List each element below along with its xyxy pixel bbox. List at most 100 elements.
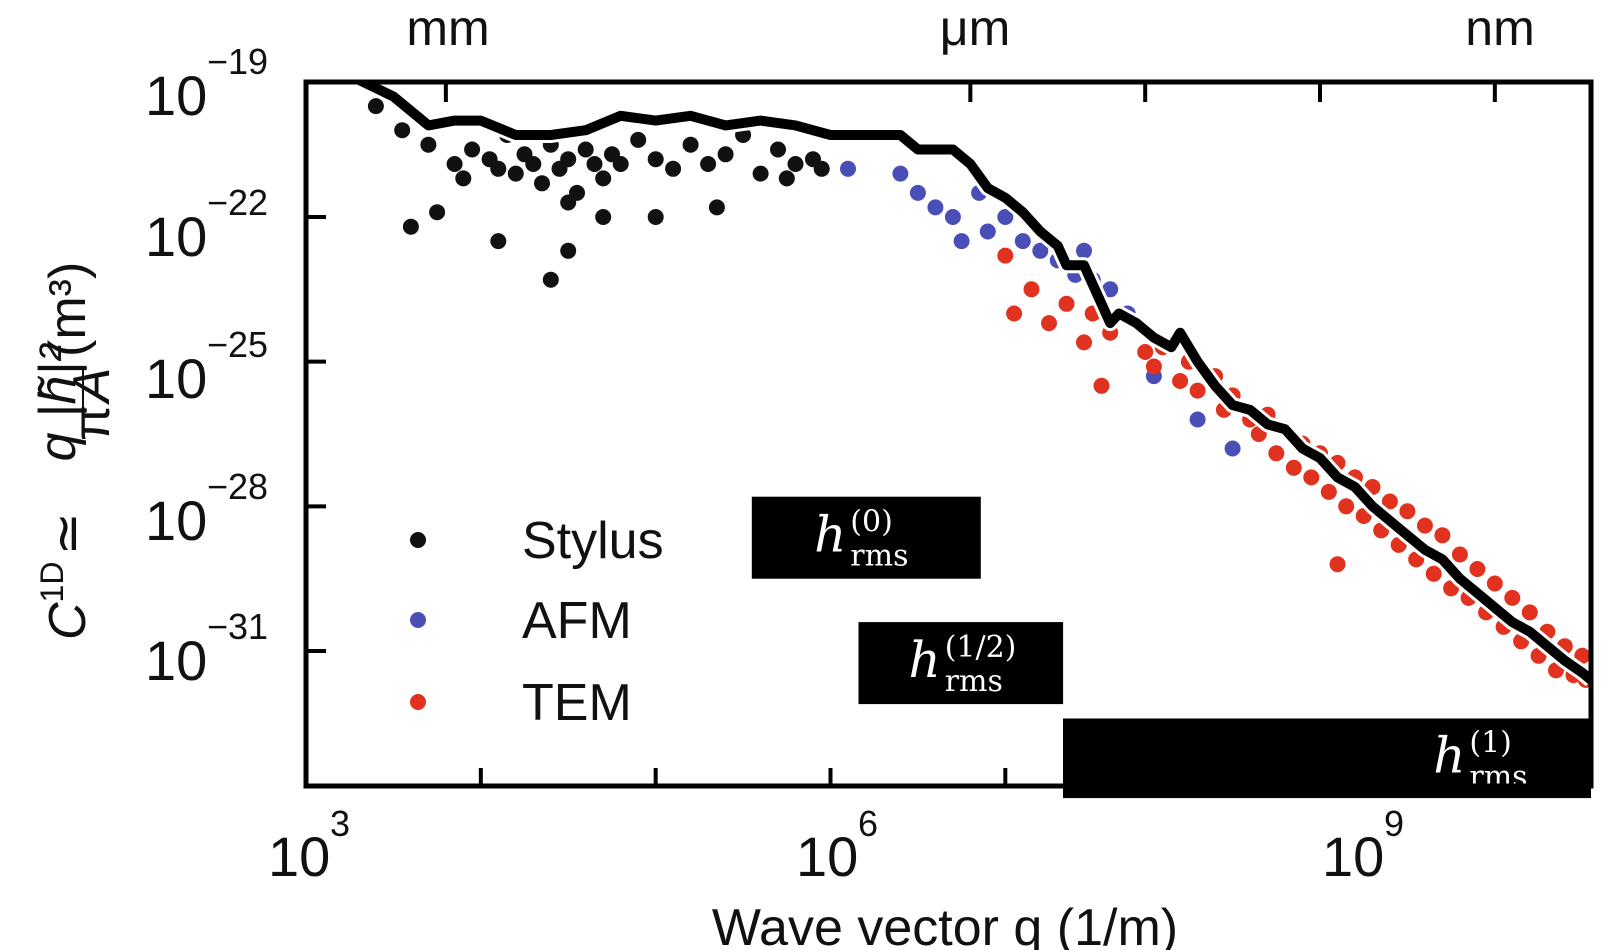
tem-point-7 <box>1093 377 1110 394</box>
band-sup-h1: (1) <box>1469 725 1512 760</box>
svg-text:10: 10 <box>1322 825 1384 888</box>
stylus-point-38 <box>595 209 612 225</box>
legend-label-afm: AFM <box>522 592 632 650</box>
tem-point-30 <box>1338 498 1355 515</box>
stylus-point-39 <box>560 242 577 259</box>
y-axis-title: C1D≃ q |h̃|² π A (m³) <box>29 262 121 640</box>
svg-text:10: 10 <box>796 825 858 888</box>
tem-point-31 <box>1329 556 1346 573</box>
stylus-point-24 <box>665 160 682 177</box>
stylus-point-4 <box>455 170 472 187</box>
afm-point-10 <box>1032 242 1049 259</box>
stylus-point-42 <box>708 199 725 216</box>
stylus-point-5 <box>464 141 481 158</box>
tem-point-40 <box>1416 517 1433 534</box>
stylus-point-3 <box>446 156 463 172</box>
svg-text:−22: −22 <box>207 182 268 223</box>
legend-label-stylus: Stylus <box>522 512 664 570</box>
svg-text:10: 10 <box>145 64 207 127</box>
legend: Stylus AFM TEM <box>410 512 664 732</box>
svg-text:9: 9 <box>1384 803 1404 844</box>
stylus-point-35 <box>429 204 446 221</box>
svg-text:q |h̃|²: q |h̃|² <box>29 343 87 461</box>
x-tick-label-0: 10 3 <box>268 803 350 888</box>
stylus-point-19 <box>595 170 612 187</box>
afm-point-15 <box>1102 281 1119 298</box>
band-h12 <box>858 622 1064 705</box>
tem-point-22 <box>1268 445 1285 462</box>
x-tick-label-2: 10 9 <box>1322 803 1404 888</box>
tem-point-0 <box>997 247 1014 264</box>
tem-point-5 <box>1076 334 1092 351</box>
stylus-point-23 <box>647 151 664 168</box>
stylus-point-30 <box>770 141 786 158</box>
tem-point-52 <box>1521 604 1538 621</box>
stylus-point-34 <box>402 218 419 235</box>
x-tick-label-1: 10 6 <box>796 803 878 888</box>
stylus-point-41 <box>647 209 664 225</box>
y-tick-label-2: 10 −25 <box>145 324 268 410</box>
tem-point-46 <box>1469 561 1486 577</box>
tem-point-44 <box>1451 546 1468 563</box>
stylus-point-15 <box>560 151 577 168</box>
stylus-point-7 <box>490 160 507 177</box>
afm-point-19 <box>1224 440 1241 457</box>
bands-layer: h rms(0)h rms(1/2)h rms(1) <box>751 496 1591 799</box>
stylus-point-37 <box>560 194 577 211</box>
tem-point-4 <box>1058 295 1075 312</box>
stylus-point-21 <box>612 156 629 172</box>
afm-point-1 <box>892 165 909 182</box>
y-tick-label-3: 10 −28 <box>145 466 268 552</box>
stylus-point-11 <box>525 156 542 172</box>
stylus-point-17 <box>577 141 594 158</box>
band-label-h0: h <box>814 506 846 564</box>
tem-point-42 <box>1434 527 1451 544</box>
tem-point-41 <box>1425 565 1442 582</box>
band-sub-h12: rms <box>945 664 1003 699</box>
svg-text:10: 10 <box>145 489 207 552</box>
tem-point-38 <box>1399 503 1416 520</box>
stylus-point-22 <box>630 131 647 148</box>
afm-point-7 <box>979 223 996 240</box>
band-h0 <box>751 496 981 579</box>
band-sup-h12: (1/2) <box>945 630 1017 665</box>
svg-text:−19: −19 <box>207 41 268 82</box>
y-tick-label-0: 10 −19 <box>145 41 268 127</box>
band-sub-h1: rms <box>1469 759 1527 794</box>
tick-marks <box>304 82 1532 786</box>
stylus-point-12 <box>534 175 550 192</box>
tem-point-50 <box>1504 589 1521 606</box>
afm-point-5 <box>953 233 970 250</box>
legend-marker-afm <box>410 612 426 628</box>
tem-point-26 <box>1303 469 1320 486</box>
svg-text:−28: −28 <box>207 466 268 507</box>
afm-point-2 <box>909 184 926 201</box>
tem-point-2 <box>1023 281 1040 298</box>
tem-point-24 <box>1285 459 1302 476</box>
svg-text:10: 10 <box>145 347 207 410</box>
afm-point-3 <box>927 199 944 216</box>
afm-point-0 <box>840 160 856 177</box>
stylus-point-27 <box>717 146 734 163</box>
stylus-point-31 <box>787 156 804 172</box>
tem-point-3 <box>1041 315 1057 332</box>
svg-text:6: 6 <box>858 803 878 844</box>
legend-marker-tem <box>410 694 426 710</box>
svg-text:(m³): (m³) <box>39 262 97 357</box>
stylus-point-9 <box>507 165 524 182</box>
legend-label-tem: TEM <box>522 674 632 732</box>
svg-text:3: 3 <box>330 803 350 844</box>
tem-point-48 <box>1486 575 1503 592</box>
stylus-point-1 <box>394 122 411 139</box>
top-label-nm: nm <box>1465 0 1534 56</box>
legend-marker-stylus <box>410 532 426 548</box>
svg-text:10: 10 <box>268 825 330 888</box>
tem-point-13 <box>1172 373 1189 389</box>
tem-point-1 <box>1006 305 1023 322</box>
band-label-h12: h <box>908 631 940 689</box>
afm-point-9 <box>1014 233 1031 250</box>
stylus-point-18 <box>586 156 603 172</box>
stylus-point-36 <box>490 233 507 250</box>
afm-point-18 <box>1189 411 1206 428</box>
svg-text:10: 10 <box>145 205 207 268</box>
